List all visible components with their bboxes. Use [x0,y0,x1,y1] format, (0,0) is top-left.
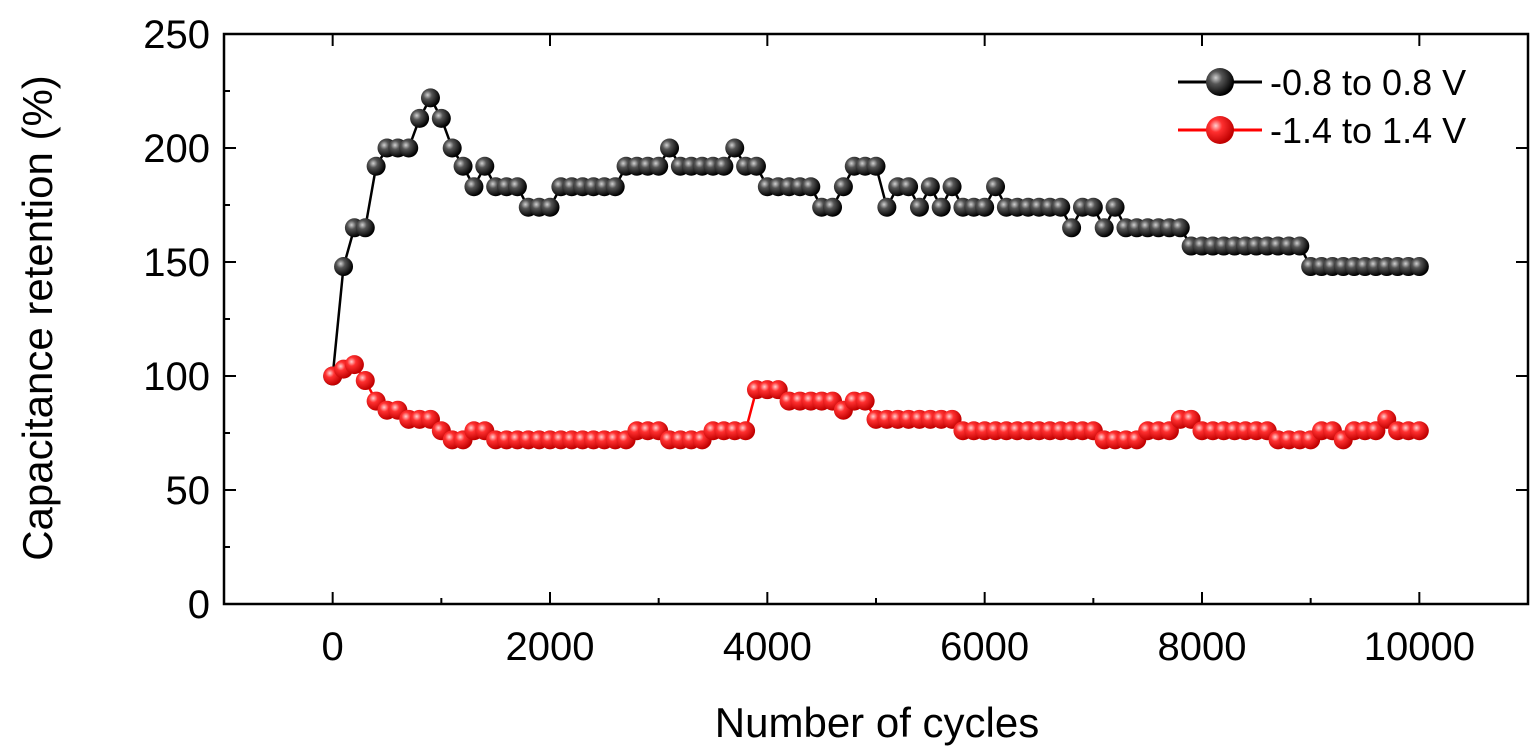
data-point [725,138,745,158]
data-point [1051,197,1071,217]
data-point [1105,197,1125,217]
data-point [366,156,386,176]
y-tick-label: 150 [143,241,210,285]
data-point [801,177,821,197]
x-tick-label: 0 [322,625,344,669]
data-point [649,156,669,176]
data-point [355,218,375,238]
data-point [877,197,897,217]
x-tick-label: 2000 [506,625,595,669]
data-point [410,108,430,128]
x-tick-label: 8000 [1158,625,1247,669]
legend-entry: -1.4 to 1.4 V [1178,110,1466,151]
data-point [475,156,495,176]
data-point [540,197,560,217]
data-point [1083,197,1103,217]
data-point [334,257,354,277]
data-point [1170,218,1190,238]
data-point [909,197,929,217]
data-point [899,177,919,197]
series-0 [323,88,1429,386]
legend-label: -0.8 to 0.8 V [1270,62,1466,103]
data-point [420,88,440,108]
data-point [431,108,451,128]
data-point [355,371,375,391]
data-point [1409,421,1429,441]
data-point [442,138,462,158]
series-1 [323,355,1429,450]
data-point [660,138,680,158]
data-point [464,177,484,197]
data-point [746,156,766,176]
data-point [399,138,419,158]
y-tick-label: 100 [143,355,210,399]
data-point [1094,218,1114,238]
y-axis-title: Capacitance retention (%) [14,75,61,561]
data-point [736,421,756,441]
x-tick-label: 4000 [723,625,812,669]
data-point [866,156,886,176]
x-tick-label: 10000 [1364,625,1475,669]
data-point [975,197,995,217]
data-point [344,355,364,375]
data-point [1409,257,1429,277]
y-tick-label: 250 [143,13,210,57]
x-tick-label: 6000 [940,625,1029,669]
y-tick-label: 200 [143,127,210,171]
data-point [823,197,843,217]
data-point [855,391,875,411]
data-point [453,156,473,176]
legend-marker [1206,68,1234,96]
data-point [507,177,527,197]
data-point [986,177,1006,197]
legend-marker [1206,116,1234,144]
legend-entry: -0.8 to 0.8 V [1178,62,1466,103]
data-point [605,177,625,197]
data-point [714,156,734,176]
y-tick-label: 0 [188,583,210,627]
data-point [931,197,951,217]
legend-label: -1.4 to 1.4 V [1270,110,1466,151]
data-point [833,177,853,197]
y-tick-label: 50 [166,469,211,513]
data-point [942,177,962,197]
data-point [920,177,940,197]
x-axis-title: Number of cycles [715,699,1039,746]
data-point [1290,236,1310,256]
data-point [1062,218,1082,238]
